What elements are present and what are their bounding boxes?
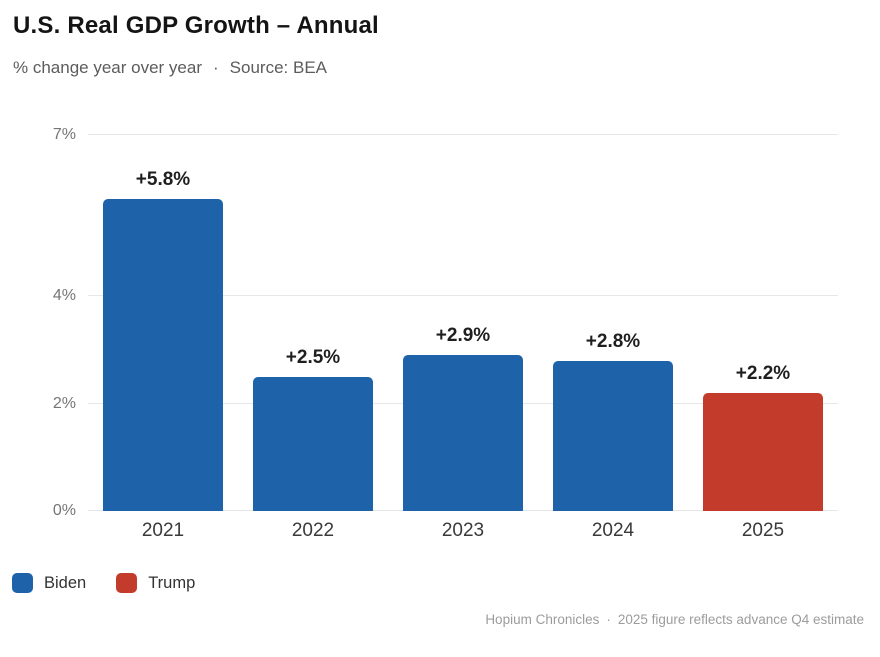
legend-item-biden: Biden xyxy=(12,573,86,593)
bar-group-2021: +5.8% 2021 xyxy=(88,135,238,541)
subtitle-description: % change year over year xyxy=(13,58,202,77)
value-label-2022: +2.5% xyxy=(285,346,341,368)
legend-label: Trump xyxy=(148,573,196,592)
footer: Hopium Chronicles · 2025 figure reflects a… xyxy=(485,612,864,627)
x-tick-label-2025: 2025 xyxy=(741,520,785,541)
legend-label: Biden xyxy=(44,573,87,592)
value-label-2024: +2.8% xyxy=(585,330,641,352)
y-tick-label-4%: 4% xyxy=(52,287,76,305)
bar-group-2024: +2.8% 2024 xyxy=(538,135,688,541)
value-label-2021: +5.8% xyxy=(135,169,191,191)
y-tick-label-7%: 7% xyxy=(52,126,76,143)
plot-area: +5.8% 2021 +2.5% 2022 +2.9% 2023 +2.8% 2024 +2.2… xyxy=(88,134,838,541)
gridline-7% xyxy=(88,134,838,135)
x-tick-label-2023: 2023 xyxy=(441,520,485,541)
bar-group-2023: +2.9% 2023 xyxy=(388,135,538,541)
subtitle-separator: · xyxy=(213,58,219,77)
bar-2022 xyxy=(253,376,373,511)
y-tick-label-0%: 0% xyxy=(52,502,76,519)
bar-2024 xyxy=(553,360,673,511)
value-label-2023: +2.9% xyxy=(435,325,491,347)
bar-2021 xyxy=(103,199,223,511)
bar-2023 xyxy=(403,355,523,511)
legend-swatch-icon xyxy=(116,573,138,593)
gridline-4% xyxy=(88,295,838,297)
legend-item-trump: Trump xyxy=(116,573,195,593)
chart-subtitle: % change year over year · Source: BEA xyxy=(13,58,327,78)
x-tick-label-2024: 2024 xyxy=(591,520,635,541)
subtitle-source: Source: BEA xyxy=(229,58,327,77)
footer-credit: Hopium Chronicles xyxy=(485,612,600,627)
bar-chart: 0% 2% 4% 7% +5.8% 2021 +2.5% 2022 +2.9% 2023 +2.8… xyxy=(0,126,838,541)
x-tick-label-2021: 2021 xyxy=(141,520,185,541)
footer-note: 2025 figure reflects advance Q4 estimate xyxy=(617,612,864,627)
bar-group-2022: +2.5% 2022 xyxy=(238,135,388,541)
bar-group-2025: +2.2% 2025 xyxy=(688,135,838,541)
x-tick-label-2022: 2022 xyxy=(291,520,335,541)
value-label-2025: +2.2% xyxy=(735,362,791,384)
chart-title: U.S. Real GDP Growth – Annual xyxy=(13,12,379,39)
footer-separator: · xyxy=(606,612,611,627)
legend: Biden Trump xyxy=(12,573,195,593)
y-axis-labels: 0% 2% 4% 7% xyxy=(0,126,76,519)
legend-swatch-icon xyxy=(12,573,33,593)
y-tick-label-2%: 2% xyxy=(52,394,76,412)
bar-2025 xyxy=(703,392,823,511)
